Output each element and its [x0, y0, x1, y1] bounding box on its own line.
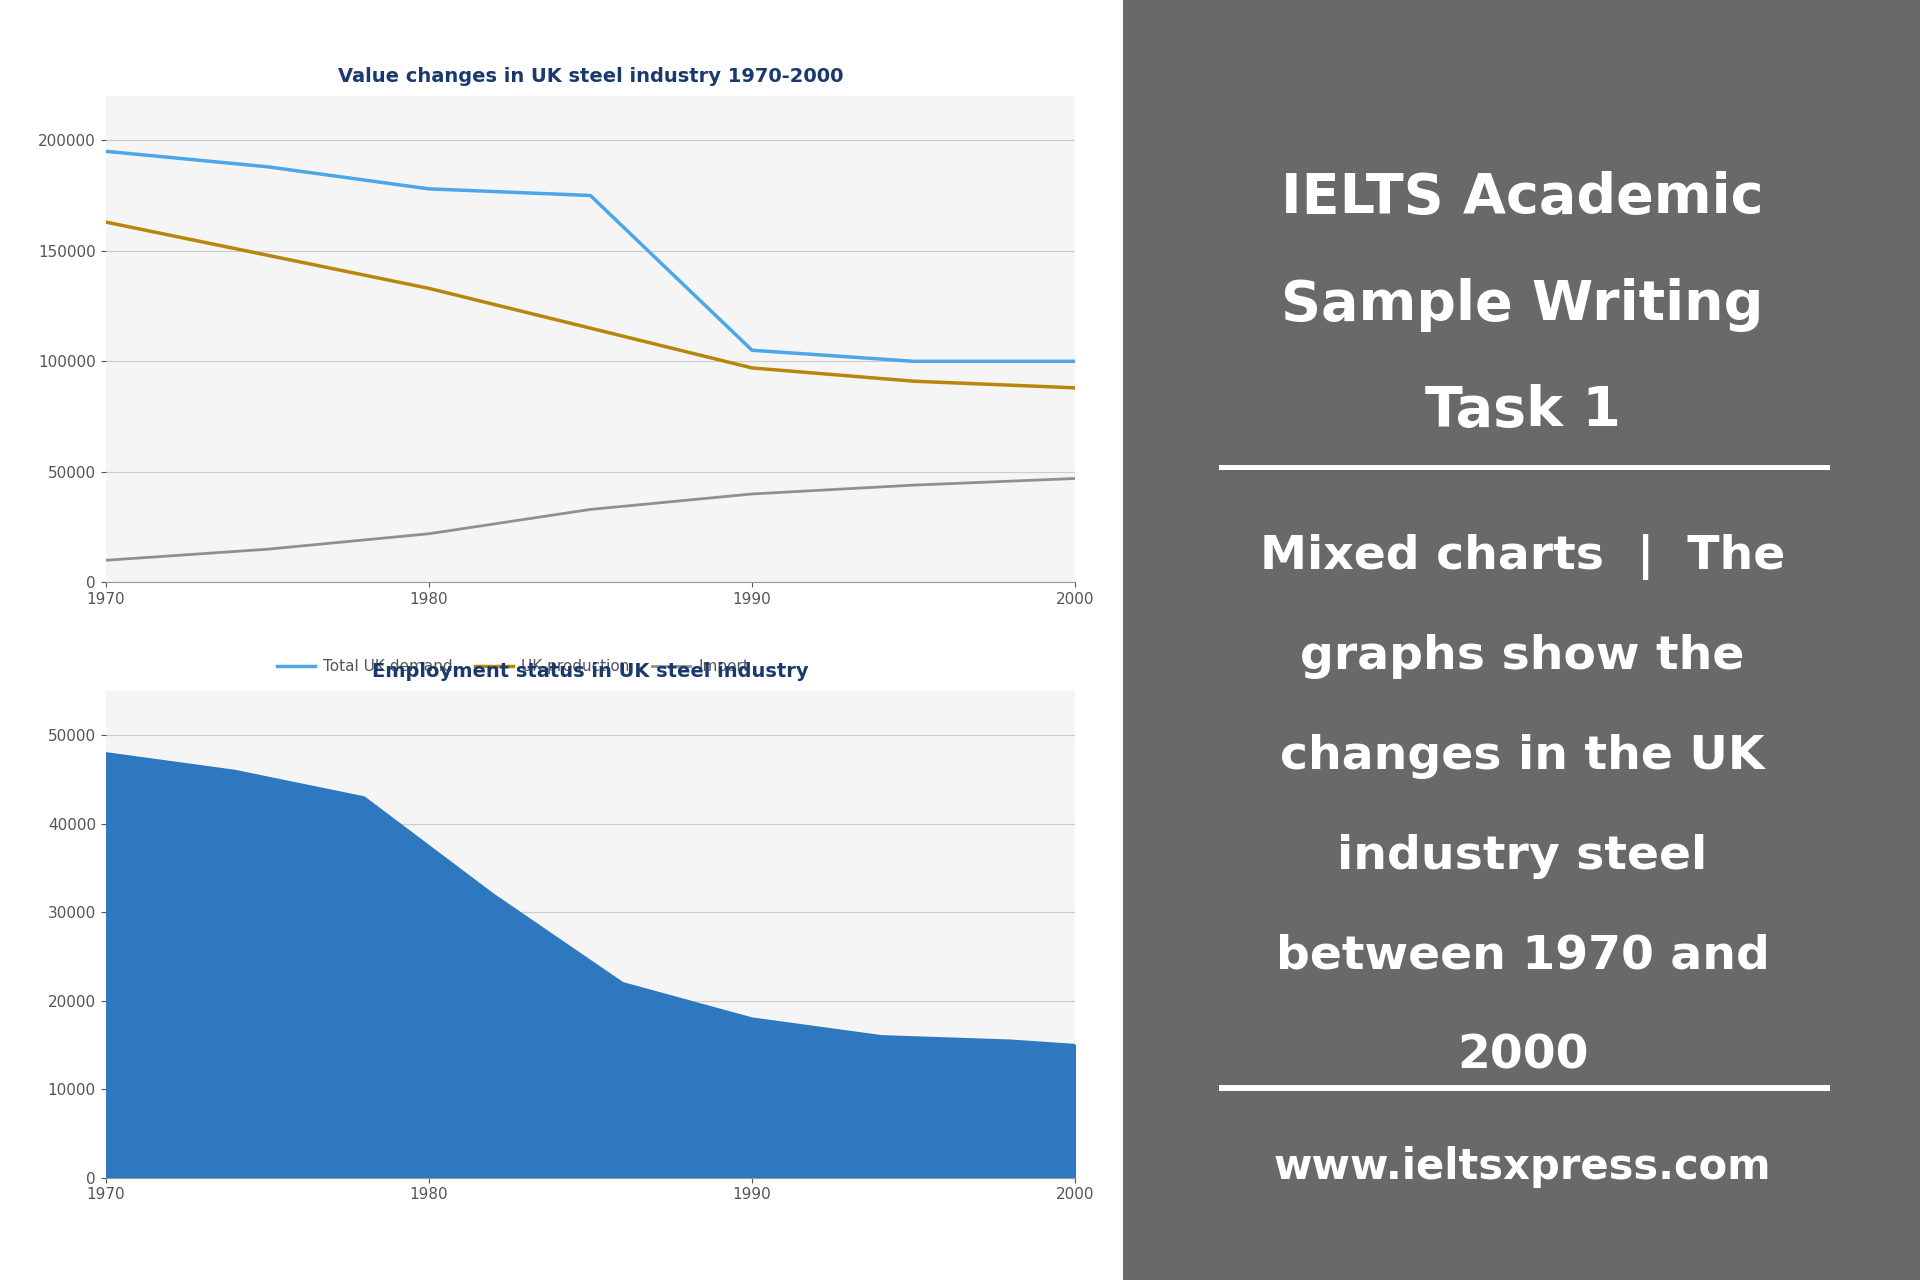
- Title: Value changes in UK steel industry 1970-2000: Value changes in UK steel industry 1970-…: [338, 67, 843, 86]
- Import: [741, 486, 764, 502]
- Line: Import: Import: [106, 479, 1075, 561]
- Text: changes in the UK: changes in the UK: [1281, 733, 1764, 780]
- Text: Task 1: Task 1: [1425, 384, 1620, 438]
- Text: IELTS Academic: IELTS Academic: [1281, 172, 1764, 225]
- Title: Employment status in UK steel industry: Employment status in UK steel industry: [372, 662, 808, 681]
- Total UK demand: [255, 159, 278, 174]
- Line: UK production: UK production: [106, 221, 1075, 388]
- Total UK demand: [94, 143, 117, 159]
- Text: between 1970 and: between 1970 and: [1275, 933, 1770, 979]
- Import: [1064, 471, 1087, 486]
- Import: [578, 502, 601, 517]
- Text: Sample Writing: Sample Writing: [1281, 278, 1764, 332]
- Total UK demand: [902, 353, 925, 369]
- Text: Mixed charts  |  The: Mixed charts | The: [1260, 534, 1786, 580]
- Total UK demand: [417, 182, 440, 197]
- Import: [94, 553, 117, 568]
- UK production: [417, 280, 440, 296]
- UK production: [1064, 380, 1087, 396]
- Import: [902, 477, 925, 493]
- Total UK demand: [1064, 353, 1087, 369]
- UK production: [902, 374, 925, 389]
- Legend: Total UK demand, UK production, Import: Total UK demand, UK production, Import: [271, 653, 755, 681]
- UK production: [578, 320, 601, 335]
- Import: [417, 526, 440, 541]
- Total UK demand: [741, 343, 764, 358]
- Text: graphs show the: graphs show the: [1300, 634, 1745, 680]
- Text: 2000: 2000: [1457, 1033, 1588, 1079]
- Import: [255, 541, 278, 557]
- UK production: [94, 214, 117, 229]
- Line: Total UK demand: Total UK demand: [106, 151, 1075, 361]
- UK production: [741, 360, 764, 375]
- Text: www.ieltsxpress.com: www.ieltsxpress.com: [1273, 1147, 1772, 1188]
- UK production: [255, 247, 278, 262]
- Text: industry steel: industry steel: [1338, 833, 1707, 879]
- Total UK demand: [578, 188, 601, 204]
